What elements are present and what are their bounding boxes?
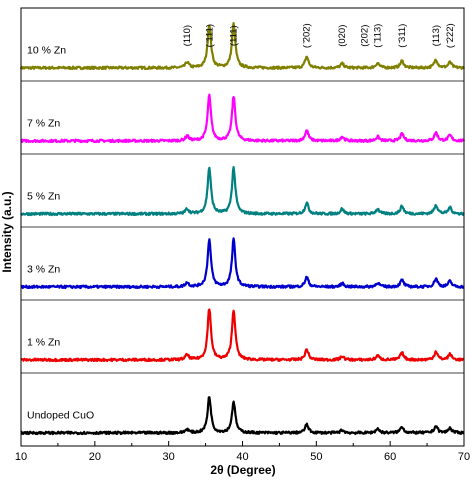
series-label: 3 % Zn [27,263,60,275]
peak-annotation: (111) [229,25,240,46]
series-line [20,396,465,436]
series-label: 10 % Zn [27,44,66,56]
x-tick-label: 40 [236,451,248,463]
plot-panels: 10 % Zn 7 % Zn 5 % Zn 3 % Zn 1 % Zn Undoped C… [19,22,466,436]
peak-annotation: (202) [359,25,370,47]
peak-annotation: (110) [182,25,193,46]
series-label: 1 % Zn [27,336,60,348]
x-tick-label: 60 [384,451,396,463]
series-line [19,22,465,71]
x-axis-title: 2θ (Degree) [210,463,275,477]
peak-annotation: (113) [431,25,442,46]
peak-annotation: ( ̄111) [204,24,215,47]
peak-annotation: ( ̄202) [302,23,313,48]
series-line [20,237,465,290]
x-tick-label: 70 [458,451,470,463]
series-line [20,93,466,144]
series-label: 5 % Zn [27,190,60,202]
peak-annotation: ( ̄311) [397,24,408,48]
series-line [20,308,465,363]
series-panel: 10 % Zn [19,22,465,71]
x-tick-label: 50 [310,451,322,463]
x-tick-label: 30 [163,451,175,463]
axes: (110) ( ̄111) (111) ( ̄202) (020) (202)( ̄113… [15,7,470,463]
x-tick-label: 20 [89,451,101,463]
series-label: 7 % Zn [27,117,60,129]
series-panel: Undoped CuO [20,372,465,436]
y-axis-title: Intensity (a.u.) [0,191,14,272]
x-tick-label: 10 [15,451,27,463]
peak-annotation: ( ̄113) [373,24,384,48]
series-panel: 1 % Zn [20,299,465,363]
series-panel: 5 % Zn [20,153,465,217]
series-line [20,166,465,217]
series-label: Undoped CuO [27,409,94,421]
peak-annotation: ( ̄222) [445,23,456,48]
peak-annotation: (020) [337,25,348,47]
series-panel: 7 % Zn [20,80,466,144]
series-panel: 3 % Zn [20,226,465,290]
